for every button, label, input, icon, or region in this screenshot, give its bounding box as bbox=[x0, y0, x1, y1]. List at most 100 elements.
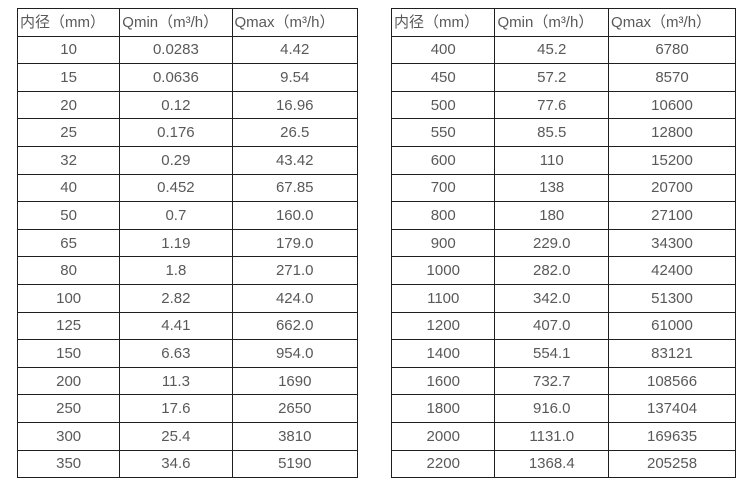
cell-diameter: 900 bbox=[390, 228, 496, 258]
table-row: 1600 732.7 108566 bbox=[390, 366, 736, 396]
table-row: 550 85.5 12800 bbox=[390, 118, 736, 147]
column-header-diameter: 内径（mm） bbox=[16, 8, 121, 37]
table-row: 400 45.2 6780 bbox=[390, 35, 736, 65]
cell-qmin: 4.41 bbox=[119, 311, 233, 341]
table-row: 25 0.176 26.5 bbox=[16, 118, 358, 147]
cell-diameter: 1800 bbox=[390, 394, 496, 423]
flow-table-1: 内径（mm） Qmin（m³/h） Qmax（m³/h） 10 0.0283 4.42 1… bbox=[16, 8, 358, 479]
cell-qmax: 83121 bbox=[608, 339, 736, 368]
table-row: 200 11.3 1690 bbox=[16, 366, 358, 396]
table-row: 32 0.29 43.42 bbox=[16, 145, 358, 175]
cell-diameter: 1100 bbox=[390, 283, 496, 313]
table-row: 65 1.19 179.0 bbox=[16, 228, 358, 258]
cell-qmax: 205258 bbox=[608, 449, 736, 479]
cell-qmin: 0.176 bbox=[119, 118, 233, 147]
cell-diameter: 1000 bbox=[390, 256, 496, 285]
table-row: 900 229.0 34300 bbox=[390, 228, 736, 258]
cell-diameter: 20 bbox=[16, 90, 121, 120]
table-row: 1200 407.0 61000 bbox=[390, 311, 736, 341]
flow-table-2: 内径（mm） Qmin（m³/h） Qmax（m³/h） 400 45.2 6780 45… bbox=[390, 8, 736, 479]
table-row: 300 25.4 3810 bbox=[16, 421, 358, 451]
table-row: 40 0.452 67.85 bbox=[16, 173, 358, 203]
cell-qmin: 77.6 bbox=[494, 90, 610, 120]
cell-diameter: 100 bbox=[16, 283, 121, 313]
cell-qmin: 1368.4 bbox=[494, 449, 610, 479]
cell-diameter: 80 bbox=[16, 256, 121, 285]
table-row: 100 2.82 424.0 bbox=[16, 283, 358, 313]
cell-qmin: 2.82 bbox=[119, 283, 233, 313]
table-row: 1100 342.0 51300 bbox=[390, 283, 736, 313]
table-row: 1000 282.0 42400 bbox=[390, 256, 736, 285]
table-row: 350 34.6 5190 bbox=[16, 449, 358, 479]
table-row: 2000 1131.0 169635 bbox=[390, 421, 736, 451]
cell-qmin: 342.0 bbox=[494, 283, 610, 313]
cell-diameter: 25 bbox=[16, 118, 121, 147]
cell-diameter: 200 bbox=[16, 366, 121, 396]
cell-qmin: 282.0 bbox=[494, 256, 610, 285]
cell-diameter: 15 bbox=[16, 63, 121, 92]
cell-diameter: 65 bbox=[16, 228, 121, 258]
cell-qmin: 229.0 bbox=[494, 228, 610, 258]
cell-qmax: 26.5 bbox=[231, 118, 358, 147]
table-head: 内径（mm） Qmin（m³/h） Qmax（m³/h） bbox=[16, 8, 358, 37]
cell-qmax: 108566 bbox=[608, 366, 736, 396]
cell-diameter: 150 bbox=[16, 339, 121, 368]
cell-qmax: 424.0 bbox=[231, 283, 358, 313]
column-header-qmax: Qmax（m³/h） bbox=[231, 8, 358, 37]
cell-qmax: 20700 bbox=[608, 173, 736, 203]
cell-diameter: 125 bbox=[16, 311, 121, 341]
cell-qmax: 9.54 bbox=[231, 63, 358, 92]
cell-qmin: 25.4 bbox=[119, 421, 233, 451]
column-header-qmin: Qmin（m³/h） bbox=[494, 8, 610, 37]
cell-diameter: 300 bbox=[16, 421, 121, 451]
cell-qmax: 160.0 bbox=[231, 201, 358, 230]
cell-qmax: 42400 bbox=[608, 256, 736, 285]
cell-qmax: 12800 bbox=[608, 118, 736, 147]
cell-qmin: 0.0636 bbox=[119, 63, 233, 92]
cell-qmax: 5190 bbox=[231, 449, 358, 479]
cell-qmax: 169635 bbox=[608, 421, 736, 451]
cell-qmax: 179.0 bbox=[231, 228, 358, 258]
cell-diameter: 450 bbox=[390, 63, 496, 92]
cell-diameter: 550 bbox=[390, 118, 496, 147]
column-header-qmax: Qmax（m³/h） bbox=[608, 8, 736, 37]
cell-diameter: 1200 bbox=[390, 311, 496, 341]
table-row: 10 0.0283 4.42 bbox=[16, 35, 358, 65]
cell-qmin: 732.7 bbox=[494, 366, 610, 396]
cell-diameter: 400 bbox=[390, 35, 496, 65]
column-header-qmin: Qmin（m³/h） bbox=[119, 8, 233, 37]
cell-qmax: 43.42 bbox=[231, 145, 358, 175]
cell-qmin: 0.452 bbox=[119, 173, 233, 203]
header-row: 内径（mm） Qmin（m³/h） Qmax（m³/h） bbox=[390, 8, 736, 37]
table-head: 内径（mm） Qmin（m³/h） Qmax（m³/h） bbox=[390, 8, 736, 37]
table-body: 10 0.0283 4.42 15 0.0636 9.54 20 0.12 16.96 25 0.1… bbox=[16, 35, 358, 479]
cell-qmin: 407.0 bbox=[494, 311, 610, 341]
table-row: 500 77.6 10600 bbox=[390, 90, 736, 120]
table-row: 700 138 20700 bbox=[390, 173, 736, 203]
cell-qmin: 180 bbox=[494, 201, 610, 230]
cell-qmax: 15200 bbox=[608, 145, 736, 175]
table-row: 125 4.41 662.0 bbox=[16, 311, 358, 341]
cell-qmin: 6.63 bbox=[119, 339, 233, 368]
cell-diameter: 800 bbox=[390, 201, 496, 230]
cell-qmax: 2650 bbox=[231, 394, 358, 423]
cell-qmin: 554.1 bbox=[494, 339, 610, 368]
cell-qmax: 4.42 bbox=[231, 35, 358, 65]
header-row: 内径（mm） Qmin（m³/h） Qmax（m³/h） bbox=[16, 8, 358, 37]
cell-diameter: 40 bbox=[16, 173, 121, 203]
cell-diameter: 2200 bbox=[390, 449, 496, 479]
table-row: 800 180 27100 bbox=[390, 201, 736, 230]
table-row: 80 1.8 271.0 bbox=[16, 256, 358, 285]
cell-qmax: 67.85 bbox=[231, 173, 358, 203]
cell-diameter: 700 bbox=[390, 173, 496, 203]
cell-qmax: 27100 bbox=[608, 201, 736, 230]
cell-qmax: 8570 bbox=[608, 63, 736, 92]
cell-qmax: 34300 bbox=[608, 228, 736, 258]
cell-qmin: 916.0 bbox=[494, 394, 610, 423]
cell-qmax: 3810 bbox=[231, 421, 358, 451]
table-body: 400 45.2 6780 450 57.2 8570 500 77.6 10600 550 85.… bbox=[390, 35, 736, 479]
table-row: 150 6.63 954.0 bbox=[16, 339, 358, 368]
table-row: 50 0.7 160.0 bbox=[16, 201, 358, 230]
cell-qmax: 51300 bbox=[608, 283, 736, 313]
cell-qmin: 0.0283 bbox=[119, 35, 233, 65]
